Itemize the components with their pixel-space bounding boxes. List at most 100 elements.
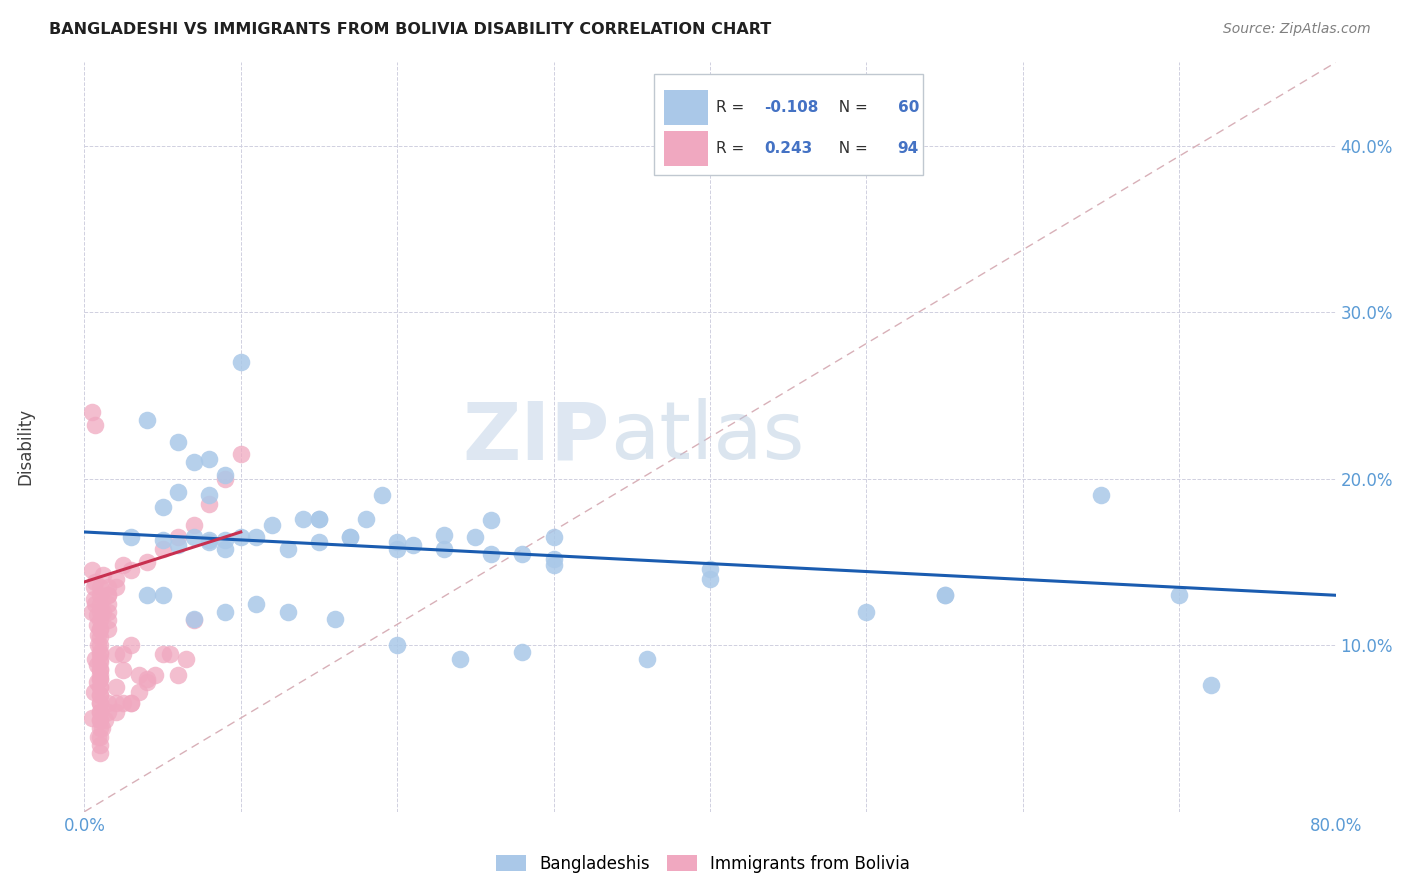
Point xyxy=(1168,588,1191,602)
Point xyxy=(89,651,111,665)
Point xyxy=(339,530,361,544)
Point xyxy=(152,541,174,556)
Point xyxy=(82,563,104,577)
Point xyxy=(512,645,534,659)
Point xyxy=(214,472,236,486)
Point xyxy=(699,561,721,575)
Point xyxy=(198,535,221,549)
Point xyxy=(89,630,111,644)
Point xyxy=(84,574,107,589)
Point xyxy=(385,535,409,549)
Point xyxy=(97,597,120,611)
Point xyxy=(323,611,346,625)
Point xyxy=(183,530,205,544)
Point xyxy=(214,533,236,548)
Point xyxy=(112,647,135,661)
Point xyxy=(104,647,127,661)
Point xyxy=(89,697,111,711)
Point xyxy=(479,547,502,561)
Text: Source: ZipAtlas.com: Source: ZipAtlas.com xyxy=(1223,22,1371,37)
Point xyxy=(89,638,111,652)
Point xyxy=(89,722,111,736)
Point xyxy=(433,541,456,556)
Point xyxy=(97,588,120,602)
Point xyxy=(354,511,377,525)
Point xyxy=(152,647,174,661)
Point xyxy=(89,622,111,636)
Point xyxy=(128,685,150,699)
Point xyxy=(198,488,221,502)
Point xyxy=(385,638,409,652)
Bar xyxy=(664,90,707,125)
Text: R =: R = xyxy=(716,100,749,115)
Point xyxy=(308,535,330,549)
Point xyxy=(385,541,409,556)
Point xyxy=(83,580,105,594)
Point xyxy=(83,685,105,699)
Point xyxy=(86,618,108,632)
Point xyxy=(89,697,111,711)
Point xyxy=(89,705,111,719)
Legend: Bangladeshis, Immigrants from Bolivia: Bangladeshis, Immigrants from Bolivia xyxy=(489,848,917,880)
Point xyxy=(97,613,120,627)
Point xyxy=(89,622,111,636)
Point xyxy=(112,663,135,677)
Point xyxy=(198,533,221,548)
Point xyxy=(84,418,107,433)
Point xyxy=(152,533,174,548)
Point xyxy=(120,697,142,711)
Point xyxy=(104,680,127,694)
Point xyxy=(93,713,115,727)
Point xyxy=(86,658,108,673)
Point xyxy=(402,538,425,552)
Point xyxy=(89,713,111,727)
Point xyxy=(120,697,142,711)
Point xyxy=(89,680,111,694)
Point xyxy=(167,530,190,544)
Point xyxy=(229,530,252,544)
Point xyxy=(87,730,110,744)
Text: 94: 94 xyxy=(898,141,920,156)
Point xyxy=(152,500,174,514)
Point xyxy=(198,451,221,466)
Point xyxy=(174,651,197,665)
Point xyxy=(934,588,956,602)
Point xyxy=(479,513,502,527)
Text: 60: 60 xyxy=(898,100,920,115)
Point xyxy=(84,651,107,665)
Point xyxy=(1199,678,1222,692)
Point xyxy=(89,680,111,694)
Point xyxy=(90,722,112,736)
Point xyxy=(143,668,166,682)
Point xyxy=(183,611,205,625)
Point xyxy=(89,668,111,682)
Bar xyxy=(664,131,707,166)
Point xyxy=(91,605,114,619)
Point xyxy=(89,738,111,752)
Point xyxy=(89,672,111,686)
Point xyxy=(97,605,120,619)
Text: N =: N = xyxy=(830,141,873,156)
Point xyxy=(183,455,205,469)
Bar xyxy=(654,74,922,175)
Point xyxy=(136,672,159,686)
Text: R =: R = xyxy=(716,141,754,156)
Point xyxy=(104,580,127,594)
Point xyxy=(543,530,565,544)
Point xyxy=(183,613,205,627)
Point xyxy=(89,672,111,686)
Point xyxy=(159,647,181,661)
Text: -0.108: -0.108 xyxy=(763,100,818,115)
Point xyxy=(229,447,252,461)
Point xyxy=(86,608,108,623)
Point xyxy=(167,485,190,500)
Point xyxy=(339,530,361,544)
Point xyxy=(120,530,142,544)
Point xyxy=(543,551,565,566)
Point xyxy=(245,530,267,544)
Point xyxy=(97,622,120,636)
Point xyxy=(464,530,486,544)
Text: 0.243: 0.243 xyxy=(763,141,813,156)
Point xyxy=(637,651,659,665)
Point xyxy=(198,497,221,511)
